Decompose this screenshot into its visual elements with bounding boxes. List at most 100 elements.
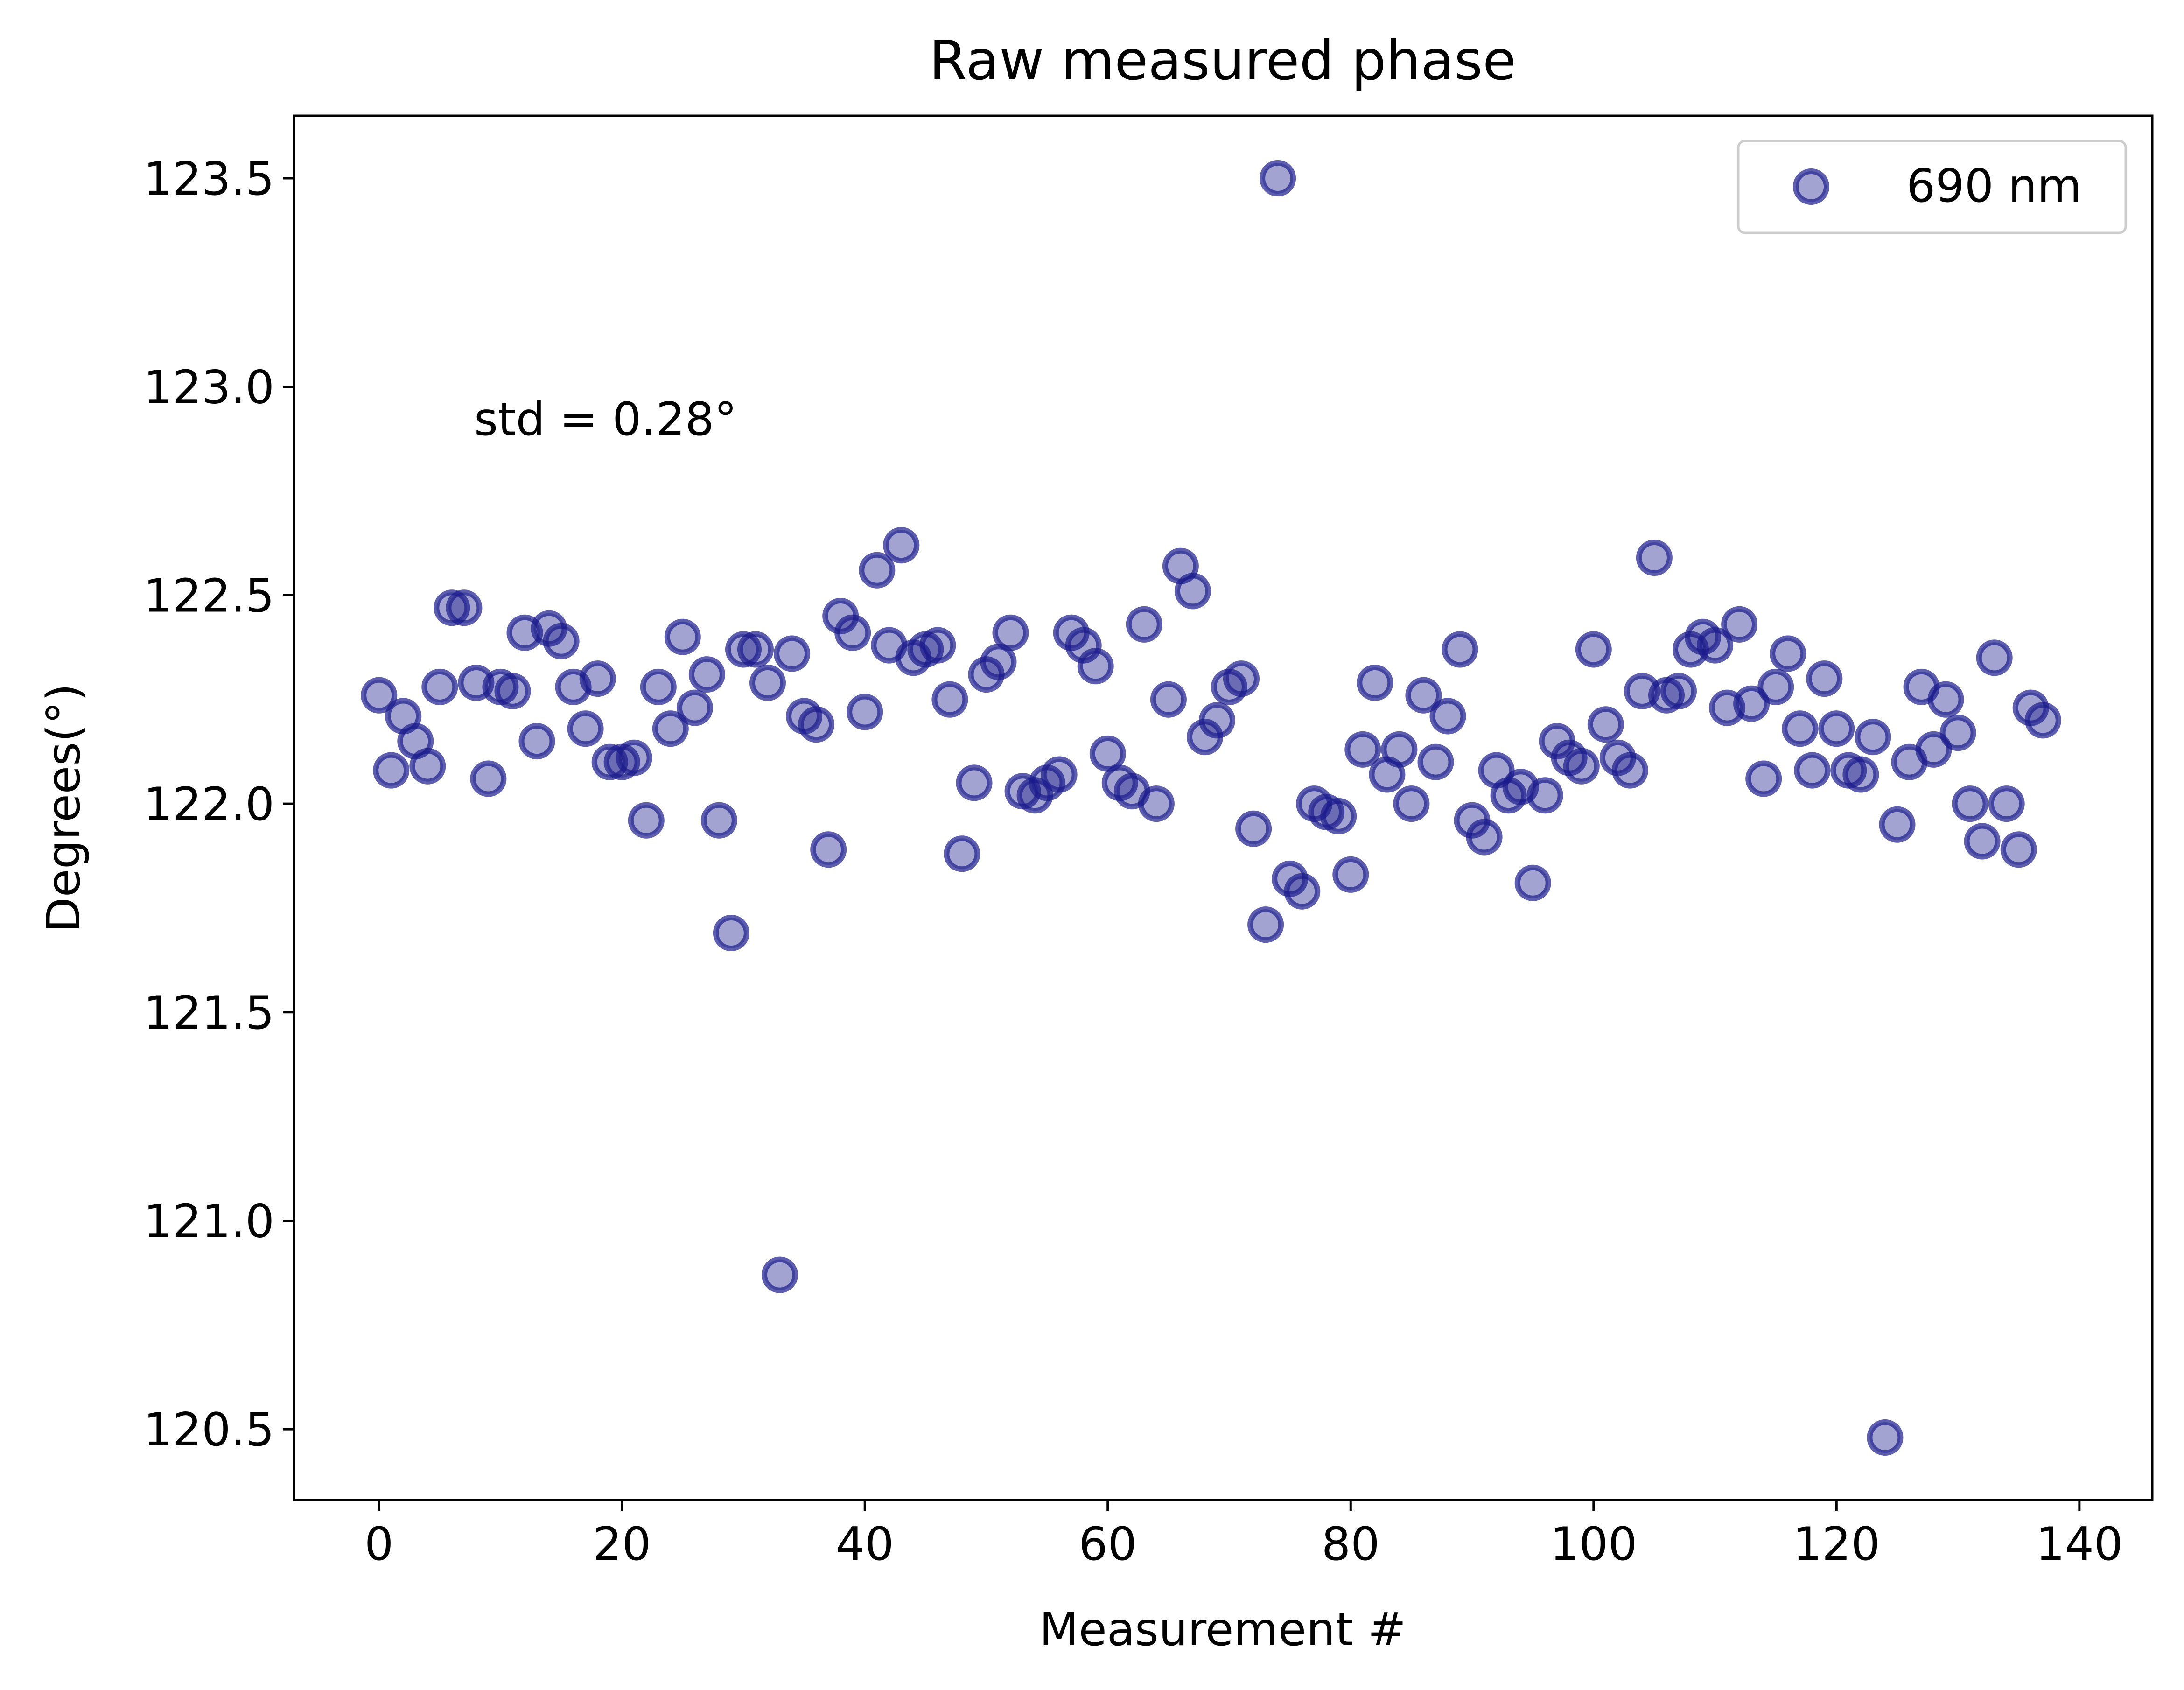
- data-point: [737, 631, 774, 668]
- data-point: [1284, 873, 1321, 910]
- data-point: [1429, 698, 1466, 735]
- data-point: [1855, 719, 1891, 756]
- data-point: [1782, 710, 1819, 747]
- data-point: [980, 644, 1017, 680]
- data-point: [664, 618, 701, 655]
- data-point: [434, 589, 470, 626]
- data-point: [1417, 743, 1454, 780]
- data-point: [1138, 785, 1175, 822]
- data-point: [1077, 648, 1114, 685]
- data-point: [494, 673, 531, 709]
- data-point: [834, 614, 871, 651]
- y-axis-ticks: 120.5 121.0 121.5 122.0 122.5 123.0 123.5: [143, 153, 294, 1457]
- chart-title: Raw measured phase: [929, 28, 1516, 92]
- x-tick-label: 120: [1793, 1518, 1880, 1571]
- data-point: [1393, 785, 1430, 822]
- data-point: [1867, 1419, 1904, 1456]
- data-point: [1320, 798, 1357, 834]
- data-point: [1770, 635, 1806, 672]
- data-point: [1976, 639, 2013, 676]
- y-tick-label: 121.5: [143, 987, 274, 1040]
- data-point: [1636, 540, 1673, 576]
- x-tick-label: 140: [2036, 1518, 2123, 1571]
- data-point: [1344, 731, 1381, 768]
- data-point: [1247, 906, 1284, 943]
- data-point: [1235, 810, 1272, 847]
- std-annotation: std = 0.28°: [474, 393, 737, 446]
- data-point: [1199, 702, 1235, 739]
- data-point: [1405, 677, 1442, 714]
- data-point: [470, 760, 507, 797]
- data-point: [798, 706, 835, 743]
- data-point: [1794, 752, 1831, 789]
- data-point: [579, 660, 616, 697]
- data-point: [361, 677, 398, 714]
- data-point: [1879, 806, 1916, 843]
- plot-area-frame: [293, 114, 2154, 1501]
- data-point: [847, 694, 883, 730]
- data-point: [1721, 606, 1758, 643]
- data-point: [1357, 665, 1393, 701]
- data-point: [700, 802, 737, 839]
- data-point: [1466, 819, 1503, 856]
- data-point: [1806, 660, 1843, 697]
- data-point: [1964, 823, 2001, 860]
- data-point: [1126, 606, 1162, 643]
- data-point: [373, 752, 410, 789]
- data-point: [883, 527, 920, 564]
- data-point: [1174, 573, 1211, 610]
- data-point: [421, 668, 458, 705]
- data-point: [1381, 731, 1418, 768]
- y-tick-label: 123.5: [143, 153, 274, 206]
- data-point: [859, 552, 896, 589]
- y-tick-label: 122.0: [143, 778, 274, 831]
- data-point: [1842, 756, 1879, 793]
- data-point: [725, 631, 762, 668]
- x-tick-label: 20: [593, 1518, 651, 1571]
- data-point: [1041, 756, 1078, 793]
- data-point: [992, 614, 1029, 651]
- data-points: [361, 160, 2061, 1456]
- data-point: [713, 915, 749, 951]
- data-point: [1611, 752, 1648, 789]
- data-point: [1818, 710, 1855, 747]
- x-tick-label: 100: [1550, 1518, 1637, 1571]
- data-point: [2024, 702, 2061, 739]
- data-point: [628, 802, 665, 839]
- data-point: [543, 623, 580, 659]
- y-tick-label: 123.0: [143, 361, 274, 414]
- x-tick-label: 40: [836, 1518, 894, 1571]
- data-point: [1939, 715, 1976, 751]
- data-point: [749, 665, 786, 701]
- legend: 690 nm: [1737, 140, 2127, 234]
- data-point: [774, 635, 811, 672]
- data-point: [640, 668, 677, 705]
- data-point: [1526, 777, 1563, 814]
- data-point: [1745, 760, 1782, 797]
- data-point: [1733, 685, 1770, 722]
- data-point: [810, 831, 847, 868]
- data-point: [1260, 160, 1296, 196]
- x-axis-ticks: 0 20 40 60 80 100 120 140: [364, 1500, 2123, 1571]
- data-point: [944, 835, 980, 872]
- data-point: [652, 710, 689, 747]
- y-tick-label: 120.5: [143, 1403, 274, 1457]
- data-point: [1223, 660, 1260, 697]
- x-axis-label: Measurement #: [1039, 1603, 1406, 1656]
- data-point: [1988, 785, 2025, 822]
- data-point: [1757, 668, 1794, 705]
- data-point: [1697, 627, 1734, 664]
- data-point: [1575, 631, 1612, 668]
- data-point: [1660, 673, 1697, 709]
- data-point: [1332, 856, 1369, 893]
- data-point: [762, 1256, 798, 1293]
- data-point: [1587, 706, 1624, 743]
- data-point: [919, 627, 956, 664]
- legend-label: 690 nm: [1906, 160, 2082, 213]
- data-point: [409, 748, 446, 785]
- x-tick-label: 80: [1322, 1518, 1380, 1571]
- data-point: [616, 739, 652, 776]
- data-point: [1952, 785, 1988, 822]
- y-axis-label: Degrees(°): [37, 683, 91, 932]
